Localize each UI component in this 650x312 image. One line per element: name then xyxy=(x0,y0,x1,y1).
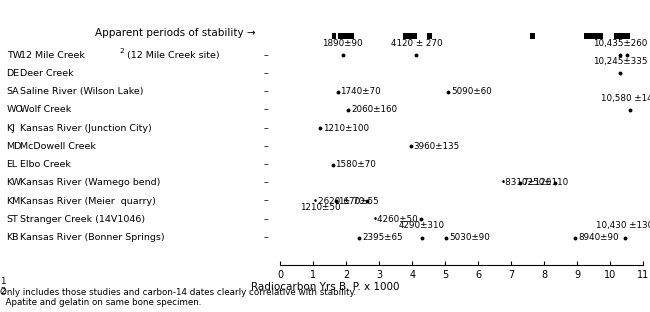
Text: 1210±100: 1210±100 xyxy=(323,124,369,133)
Text: 2395±65: 2395±65 xyxy=(362,233,403,242)
Text: •4260±50: •4260±50 xyxy=(372,215,419,224)
Text: KB: KB xyxy=(6,233,19,242)
Text: 5090±60: 5090±60 xyxy=(451,87,492,96)
Text: 1890±90: 1890±90 xyxy=(322,39,363,48)
Text: –: – xyxy=(263,69,268,78)
Bar xyxy=(584,33,603,39)
Text: –: – xyxy=(263,87,268,96)
Text: 2
  Apatite and gelatin on same bone specimen.: 2 Apatite and gelatin on same bone speci… xyxy=(0,287,202,307)
Text: Kansas River (Meier  quarry): Kansas River (Meier quarry) xyxy=(20,197,155,206)
Text: 4120 ± 270: 4120 ± 270 xyxy=(391,39,442,48)
Text: Saline River (Wilson Lake): Saline River (Wilson Lake) xyxy=(20,87,143,96)
Text: –: – xyxy=(263,51,268,60)
Text: 3960±135: 3960±135 xyxy=(414,142,460,151)
Text: –: – xyxy=(263,124,268,133)
Text: MD: MD xyxy=(6,142,22,151)
Text: (12 Mile Creek site): (12 Mile Creek site) xyxy=(127,51,220,60)
Text: 4290±310: 4290±310 xyxy=(399,221,445,230)
Text: –: – xyxy=(263,178,268,188)
Text: KJ: KJ xyxy=(6,124,16,133)
Text: Deer Creek: Deer Creek xyxy=(20,69,73,78)
Text: Kansas River (Junction City): Kansas River (Junction City) xyxy=(20,124,151,133)
Text: –: – xyxy=(263,215,268,224)
Text: •8310±120: •8310±120 xyxy=(500,178,552,188)
Bar xyxy=(332,33,335,39)
Text: 10,435±260: 10,435±260 xyxy=(593,39,647,48)
Text: 8940±90: 8940±90 xyxy=(578,233,619,242)
Text: SA: SA xyxy=(6,87,20,96)
Text: –: – xyxy=(263,233,268,242)
Text: Elbo Creek: Elbo Creek xyxy=(20,160,71,169)
Text: 1580±70: 1580±70 xyxy=(335,160,376,169)
Text: 1
Only includes those studies and carbon-14 dates clearly correlative with stabi: 1 Only includes those studies and carbon… xyxy=(0,276,356,297)
Text: 2060±160: 2060±160 xyxy=(351,105,397,115)
Text: WO: WO xyxy=(6,105,23,115)
Bar xyxy=(427,33,432,39)
Text: 12 Mile Creek: 12 Mile Creek xyxy=(20,51,88,60)
Text: –: – xyxy=(263,197,268,206)
Text: 1670±55: 1670±55 xyxy=(338,197,379,206)
Text: Kansas River (Wamego bend): Kansas River (Wamego bend) xyxy=(20,178,160,188)
Bar xyxy=(614,33,630,39)
Text: Kansas River (Bonner Springs): Kansas River (Bonner Springs) xyxy=(20,233,164,242)
Text: –: – xyxy=(263,142,268,151)
Text: 5030±90: 5030±90 xyxy=(449,233,490,242)
Text: 7250±110: 7250±110 xyxy=(523,178,569,188)
Text: KW: KW xyxy=(6,178,21,188)
Text: McDowell Creek: McDowell Creek xyxy=(20,142,96,151)
Text: KM: KM xyxy=(6,197,21,206)
Text: 1740±70: 1740±70 xyxy=(341,87,382,96)
Bar xyxy=(402,33,417,39)
Text: 10,245±335: 10,245±335 xyxy=(593,57,647,66)
X-axis label: Radiocarbon Yrs B. P. x 1000: Radiocarbon Yrs B. P. x 1000 xyxy=(251,282,399,292)
Text: 10,580 ±140: 10,580 ±140 xyxy=(601,94,650,103)
Text: DE: DE xyxy=(6,69,20,78)
Bar xyxy=(530,33,534,39)
Text: TW: TW xyxy=(6,51,21,60)
Text: 10,430 ±130: 10,430 ±130 xyxy=(596,221,650,230)
Text: 2: 2 xyxy=(119,48,124,54)
Text: ST: ST xyxy=(6,215,18,224)
Text: 1210±50: 1210±50 xyxy=(300,203,341,212)
Text: –: – xyxy=(263,160,268,169)
Text: EL: EL xyxy=(6,160,18,169)
Text: Stranger Creek (14V1046): Stranger Creek (14V1046) xyxy=(20,215,145,224)
Text: Wolf Creek: Wolf Creek xyxy=(20,105,71,115)
Text: •2620 ± 70: •2620 ± 70 xyxy=(313,197,364,206)
Text: –: – xyxy=(263,105,268,115)
Bar xyxy=(338,33,354,39)
Text: Apparent periods of stability →: Apparent periods of stability → xyxy=(94,28,255,38)
